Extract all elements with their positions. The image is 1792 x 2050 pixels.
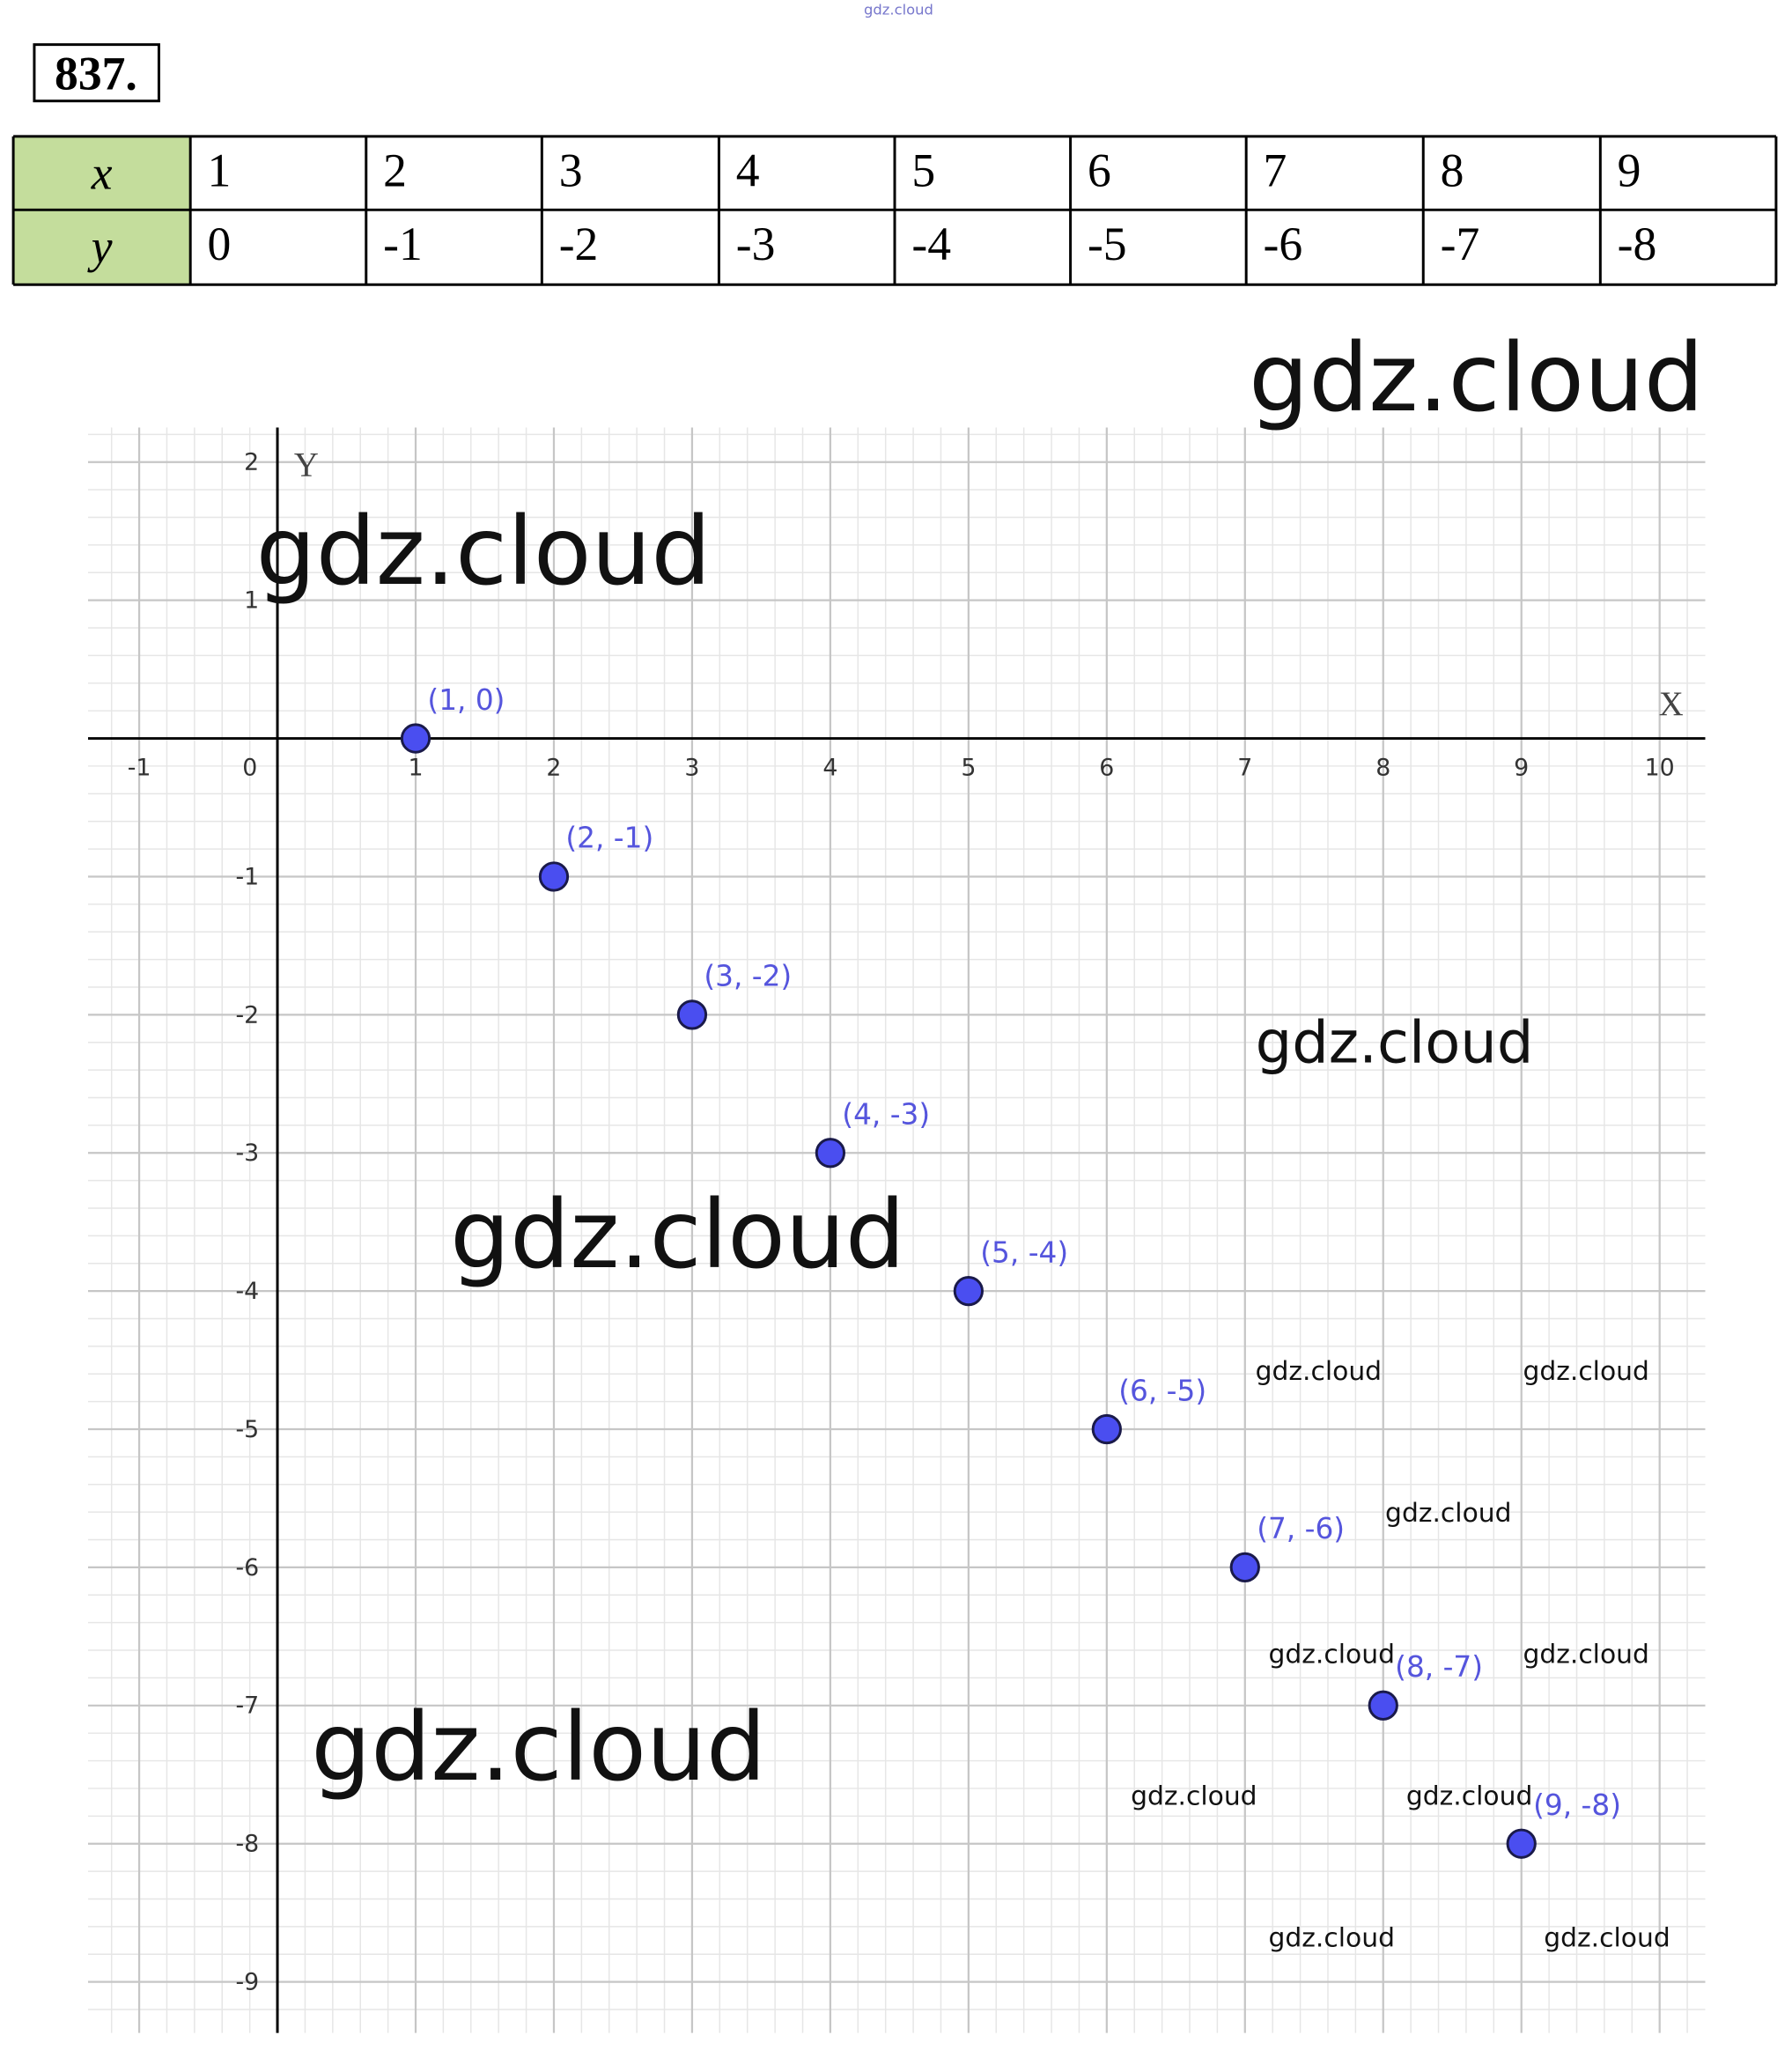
y-axis-label: Y: [294, 446, 319, 484]
row-header: x: [91, 146, 113, 199]
row-header: y: [87, 220, 113, 273]
point: [953, 1276, 984, 1307]
x-tick-label: 3: [684, 754, 699, 781]
watermark: gdz.cloud: [1256, 1356, 1382, 1387]
cell: 8: [1441, 144, 1464, 197]
site-mark: gdz.cloud: [864, 1, 933, 18]
point-label: (7, -6): [1257, 1512, 1345, 1545]
point: [400, 723, 431, 754]
point: [538, 861, 570, 892]
problem-number: 837.: [55, 47, 137, 100]
cell: -4: [911, 218, 951, 270]
cell: -3: [736, 218, 776, 270]
watermark: gdz.cloud: [1269, 1640, 1395, 1670]
y-tick-label: -6: [235, 1554, 259, 1582]
x-tick-label: 1: [408, 754, 423, 781]
point: [815, 1138, 846, 1169]
grid: [88, 427, 1706, 2033]
x-tick-label: 5: [961, 754, 976, 781]
watermark: gdz.cloud: [1131, 1781, 1257, 1811]
y-tick-label: -9: [235, 1969, 259, 1996]
watermark: gdz.cloud: [311, 1692, 766, 1803]
watermark: gdz.cloud: [1523, 1640, 1648, 1670]
y-tick-label: -1: [235, 863, 259, 890]
y-tick-label: -3: [235, 1139, 259, 1167]
plot: -1 0 1 2 3 4 5 6 7 8 9 10 -9 -8 -7 -6 -5 -4 -3 -2 -1 1 2 X Y (1, …: [88, 427, 1706, 2033]
x-tick-label: 7: [1237, 754, 1252, 781]
y-tick-label: -2: [235, 1001, 259, 1029]
cell: 2: [383, 144, 407, 197]
point-label: (1, 0): [427, 683, 505, 717]
watermark: gdz.cloud: [256, 497, 712, 607]
cell: -2: [559, 218, 599, 270]
point: [676, 999, 708, 1030]
watermark: gdz.cloud: [1544, 1922, 1670, 1953]
x-tick-label: 4: [822, 754, 837, 781]
point-label: (2, -1): [565, 822, 653, 855]
x-tick-label: 9: [1514, 754, 1529, 781]
cell: 6: [1088, 144, 1111, 197]
point: [1368, 1690, 1398, 1721]
cell: -8: [1618, 218, 1657, 270]
point-label: (3, -2): [704, 960, 792, 993]
cell: 4: [736, 144, 760, 197]
watermark: gdz.cloud: [1256, 1009, 1534, 1076]
x-tick-label: -1: [128, 754, 151, 781]
point-label: (4, -3): [842, 1097, 930, 1131]
x-tick-label: 6: [1099, 754, 1114, 781]
watermark: gdz.cloud: [1385, 1498, 1511, 1529]
cell: 5: [911, 144, 935, 197]
watermark: gdz.cloud: [1523, 1356, 1648, 1387]
watermark: gdz.cloud: [1406, 1781, 1532, 1811]
y-tick-label: -5: [235, 1416, 259, 1443]
watermark: gdz.cloud: [1249, 323, 1704, 433]
y-tick-label: 2: [244, 449, 259, 476]
x-axis-label: X: [1659, 685, 1684, 723]
x-tick-label: 0: [242, 754, 257, 781]
cell: 9: [1618, 144, 1641, 197]
cell: -6: [1264, 218, 1303, 270]
point: [1229, 1552, 1260, 1583]
x-tick-label: 2: [546, 754, 561, 781]
table: x 1 2 3 4 5 6 7 8 9 y 0 -1 -2 -3 -4 -5 -6 -7 -8: [11, 135, 1778, 286]
y-tick-label: -4: [235, 1278, 259, 1305]
point: [1091, 1413, 1122, 1445]
cell: -1: [383, 218, 423, 270]
point-label: (6, -5): [1118, 1374, 1206, 1407]
cell: 7: [1264, 144, 1287, 197]
point-label: (9, -8): [1533, 1788, 1621, 1822]
problem-box: [33, 43, 160, 103]
y-tick-label: -8: [235, 1831, 259, 1858]
cell: -5: [1088, 218, 1127, 270]
x-tick-label: 10: [1645, 754, 1675, 781]
y-tick-label: -7: [235, 1692, 259, 1720]
point: [1506, 1828, 1537, 1859]
cell: -7: [1441, 218, 1480, 270]
cell: 1: [208, 144, 232, 197]
y-tick-label: 1: [244, 587, 259, 615]
watermark: gdz.cloud: [450, 1180, 905, 1290]
watermarks: gdz.cloud gdz.cloud gdz.cloud gdz.cloud gdz.…: [256, 323, 1704, 1953]
watermark: gdz.cloud: [1269, 1922, 1395, 1953]
cell: 0: [208, 218, 232, 270]
point-label: (8, -7): [1395, 1650, 1483, 1684]
point-label: (5, -4): [980, 1235, 1068, 1269]
cell: 3: [559, 144, 583, 197]
x-tick-label: 8: [1375, 754, 1390, 781]
